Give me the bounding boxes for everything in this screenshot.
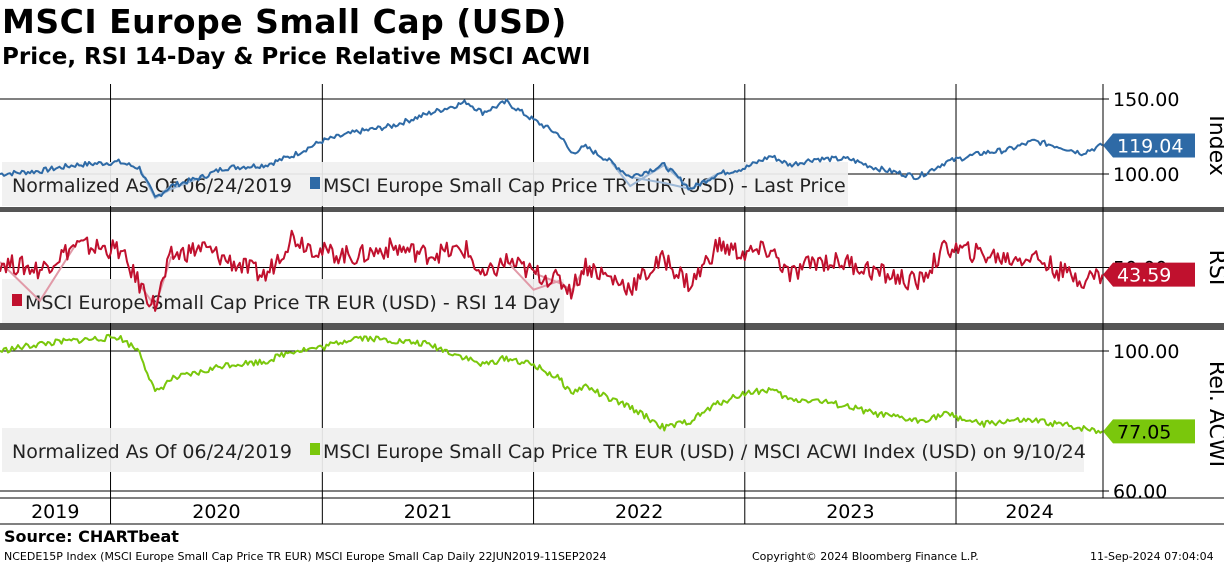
legend-swatch [310, 443, 320, 455]
source-note: Source: CHARTbeat [4, 527, 179, 546]
legend-prefix: Normalized As Of 06/24/2019 [12, 441, 292, 463]
y-axis-label: RSI [1204, 250, 1224, 286]
panel-divider [0, 323, 1224, 330]
x-year-label: 2020 [192, 501, 240, 523]
y-tick-label: 150.00 [1113, 89, 1179, 111]
series-line [0, 333, 1103, 435]
y-axis-label: Index [1204, 115, 1224, 176]
last-value-label: 43.59 [1117, 265, 1171, 287]
x-year-label: 2022 [615, 501, 663, 523]
timestamp: 11-Sep-2024 07:04:04 [1090, 550, 1214, 563]
last-value-label: 77.05 [1117, 421, 1171, 443]
x-year-label: 2023 [826, 501, 874, 523]
chart-subtitle: Price, RSI 14-Day & Price Relative MSCI … [2, 44, 591, 70]
chart-title: MSCI Europe Small Cap (USD) [2, 2, 567, 41]
legend-box [2, 428, 1084, 472]
last-value-label: 119.04 [1117, 135, 1183, 157]
x-year-label: 2019 [31, 501, 79, 523]
y-tick-label: 100.00 [1113, 341, 1179, 363]
legend-box [2, 279, 564, 323]
series-line [0, 98, 1104, 198]
last-value-tag [1103, 133, 1195, 158]
last-value-tag [1103, 419, 1195, 444]
legend-series-name: MSCI Europe Small Cap Price TR EUR (USD)… [323, 175, 846, 197]
legend-series-name: MSCI Europe Small Cap Price TR EUR (USD)… [25, 292, 560, 314]
legend-box [2, 162, 848, 206]
x-year-label: 2024 [1005, 501, 1053, 523]
legend-swatch [12, 294, 22, 306]
last-value-tag [1103, 262, 1195, 287]
panel-divider [0, 207, 1224, 212]
x-year-label: 2021 [404, 501, 452, 523]
shaded-series-line [0, 244, 77, 303]
chart-canvas: 150.00 100.00 Normalized As Of 06/24/2019 M… [0, 84, 1224, 525]
legend-swatch [310, 177, 320, 189]
y-tick-label: 60.00 [1113, 481, 1167, 503]
y-axis-label: Rel. ACWI [1204, 361, 1224, 467]
copyright-note: Copyright© 2024 Bloomberg Finance L.P. [752, 550, 979, 563]
shaded-series-line [630, 176, 691, 190]
ticker-info: NCEDE15P Index (MSCI Europe Small Cap Pr… [4, 550, 607, 563]
legend-series-name: MSCI Europe Small Cap Price TR EUR (USD)… [323, 441, 1086, 463]
legend-prefix: Normalized As Of 06/24/2019 [12, 175, 292, 197]
y-tick-label: 100.00 [1113, 164, 1179, 186]
series-line [0, 229, 1104, 312]
